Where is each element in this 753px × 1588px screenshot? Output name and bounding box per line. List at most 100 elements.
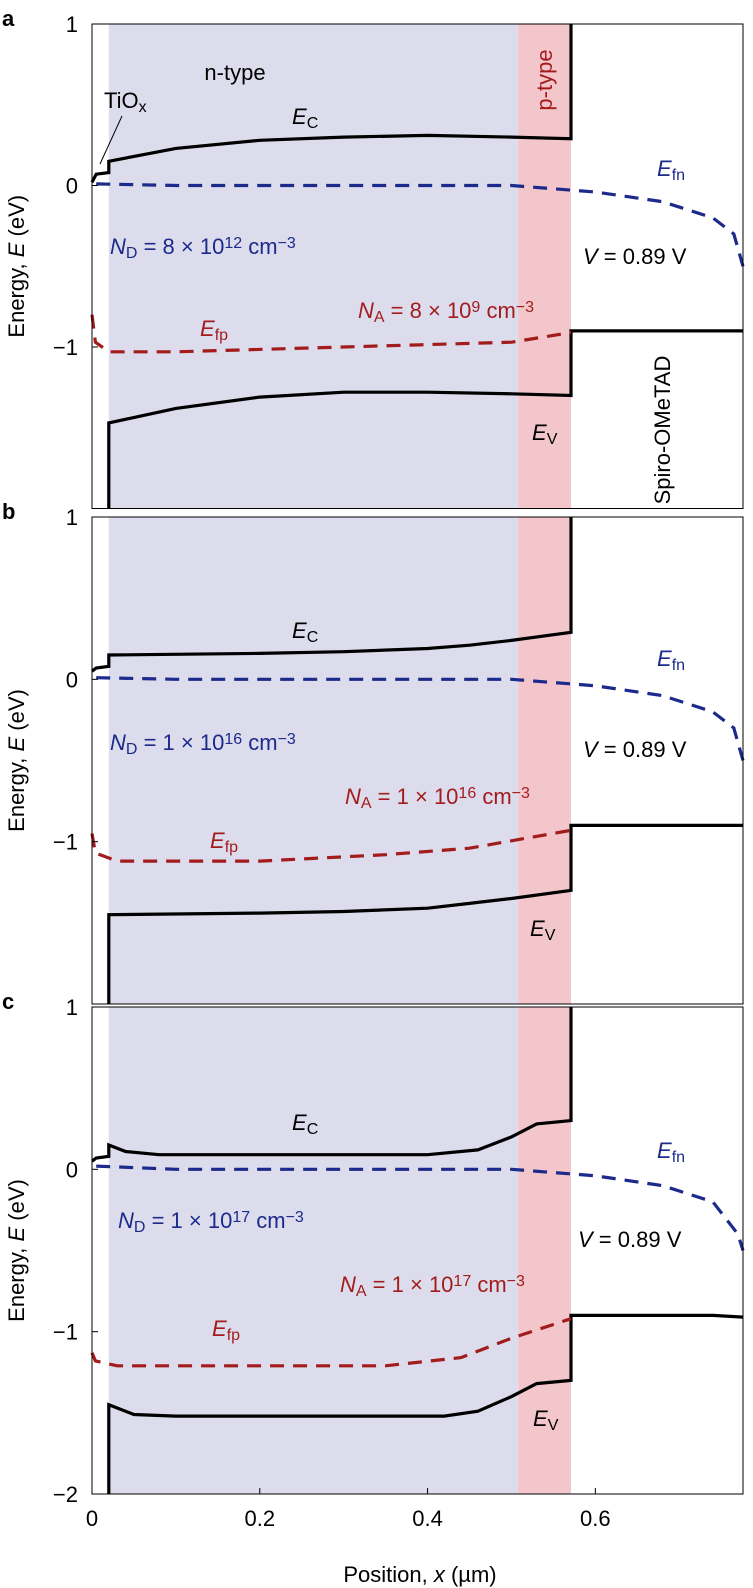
text-run: N — [118, 1208, 134, 1233]
text-run: (eV) — [4, 195, 29, 243]
annotation: V = 0.89 V — [583, 244, 687, 269]
text-run: fp — [227, 1327, 240, 1344]
annotation: Efp — [200, 316, 228, 344]
curve — [90, 24, 573, 184]
text-run: E — [200, 316, 215, 341]
annotation: V = 0.89 V — [578, 1227, 682, 1252]
annotation: Efn — [657, 1138, 685, 1166]
annotation: NA = 8 × 109 cm−3 — [358, 298, 534, 326]
annotation: EV — [530, 916, 556, 944]
annotation: p-type — [532, 49, 557, 110]
text-run: cm — [250, 1208, 285, 1233]
text-run: V — [583, 244, 600, 269]
annotation: EC — [292, 618, 318, 646]
curve — [90, 828, 572, 863]
curve — [90, 314, 572, 354]
text-run: 17 — [453, 1273, 471, 1290]
annotation: V = 0.89 V — [583, 737, 687, 762]
text-run: D — [126, 245, 138, 262]
annotation: EC — [292, 1110, 318, 1138]
region — [518, 517, 572, 1004]
text-run: TiO — [104, 88, 139, 113]
text-run: −3 — [278, 235, 296, 252]
y-tick-label: −1 — [53, 1320, 78, 1345]
text-run: x — [139, 99, 147, 116]
x-tick-label: 0 — [86, 1506, 98, 1531]
annotation: EV — [533, 1406, 559, 1434]
text-run: E — [533, 1406, 548, 1431]
text-run: Position, — [343, 1562, 434, 1587]
text-run: Energy, — [4, 257, 29, 337]
text-run: fn — [672, 1149, 685, 1166]
x-axis-label: Position, x (µm) — [343, 1562, 496, 1587]
text-run: −3 — [507, 1273, 525, 1290]
text-run: E — [4, 1227, 29, 1242]
text-run: E — [532, 420, 547, 445]
text-run: (eV) — [4, 1179, 29, 1227]
text-run: V — [545, 927, 556, 944]
plot-frame — [91, 516, 744, 1005]
text-run: cm — [471, 1272, 506, 1297]
curve — [96, 1164, 745, 1251]
text-run: cm — [480, 298, 515, 323]
text-run: = 0.89 V — [593, 1227, 682, 1252]
y-axis-label: Energy, E (eV) — [4, 1179, 29, 1322]
text-run: n-type — [204, 60, 265, 85]
text-run: V — [583, 737, 600, 762]
annotation: Efp — [210, 828, 238, 856]
text-run: Energy, — [4, 752, 29, 832]
plot-frame — [91, 1006, 744, 1495]
y-axis-label: Energy, E (eV) — [4, 195, 29, 338]
region — [108, 517, 519, 1004]
text-run: = 0.89 V — [598, 244, 687, 269]
text-run: −3 — [278, 731, 296, 748]
text-run: E — [657, 156, 672, 181]
text-run: 12 — [224, 235, 242, 252]
text-run: E — [4, 737, 29, 752]
text-run: A — [361, 795, 372, 812]
annotation: ND = 8 × 1012 cm−3 — [110, 234, 296, 262]
text-run: A — [356, 1283, 367, 1300]
annotation: Efp — [212, 1316, 240, 1344]
text-run: V — [547, 431, 558, 448]
panel-label: c — [2, 989, 14, 1014]
annotation: Efn — [657, 646, 685, 674]
y-tick-label: 1 — [66, 12, 78, 37]
annotation: Efn — [657, 156, 685, 184]
curve — [107, 1313, 744, 1494]
text-run: = 1 × 10 — [145, 1208, 232, 1233]
text-run: Energy, — [4, 1242, 29, 1322]
text-run: −3 — [512, 785, 530, 802]
y-tick-label: −1 — [53, 335, 78, 360]
text-run: E — [530, 916, 545, 941]
text-run: C — [307, 629, 319, 646]
y-tick-label: 0 — [66, 667, 78, 692]
text-run: E — [4, 242, 29, 257]
y-tick-label: 0 — [66, 1157, 78, 1182]
text-run: cm — [476, 784, 511, 809]
text-run: 9 — [471, 299, 480, 316]
text-run: E — [657, 1138, 672, 1163]
text-run: = 1 × 10 — [137, 730, 224, 755]
text-run: E — [210, 828, 225, 853]
curve — [107, 329, 743, 509]
panel-label: a — [2, 6, 15, 31]
text-run: V — [578, 1227, 595, 1252]
curve — [91, 1007, 573, 1163]
text-run: E — [292, 104, 307, 129]
text-run: fn — [672, 657, 685, 674]
annotation: n-type — [204, 60, 265, 85]
curve — [107, 823, 743, 1004]
panel-label: b — [2, 499, 15, 524]
text-run: (eV) — [4, 689, 29, 737]
annotation: EC — [292, 104, 318, 132]
text-run: cm — [242, 730, 277, 755]
curve — [91, 517, 573, 673]
text-run: E — [657, 646, 672, 671]
text-run: −3 — [516, 299, 534, 316]
text-run: = 8 × 10 — [137, 234, 224, 259]
curve — [90, 1317, 572, 1368]
